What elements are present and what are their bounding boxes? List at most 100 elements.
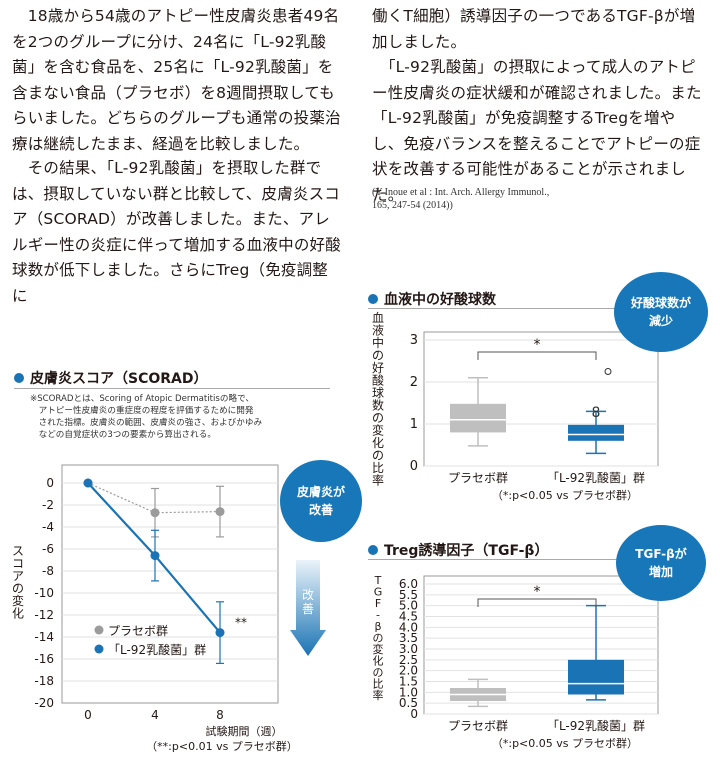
y-tick-label: 2 (410, 375, 418, 390)
bullet-icon (368, 545, 378, 555)
y-tick-label: 2.5 (399, 653, 418, 667)
box-label: 8 (592, 405, 601, 421)
eos-bubble-line2: 減少 (648, 314, 673, 328)
outlier-point (604, 368, 612, 375)
y-tick-label: 0.5 (399, 696, 418, 710)
reference: (Y Inoue et al : Int. Arch. Allergy Immu… (372, 186, 549, 212)
legend-marker (94, 625, 104, 635)
data-point (215, 507, 225, 517)
bullet-icon (14, 373, 24, 383)
y-tick-label: -12 (34, 608, 54, 622)
y-tick-label: 1.0 (399, 685, 418, 699)
x-tick-label: 4 (151, 708, 159, 722)
eos-rule (368, 308, 638, 309)
scorad-note-line: などの自覚症状の3つの要素から算出される。 (30, 430, 216, 440)
y-tick-label: -4 (42, 520, 54, 534)
eos-bubble-line1: 好酸球数が (630, 296, 691, 310)
tgf-bubble: TGF-βが 増加 (616, 525, 706, 601)
significance-bracket (477, 598, 597, 607)
improve-arrow-icon (290, 560, 326, 656)
eosinophil-chart: 0 1 2 3 血液中の好酸球数の変化の比率プラセボ群 8 「L-92乳酸菌」群 * （*:p<… (372, 311, 659, 502)
box (568, 659, 624, 695)
y-tick-label: 4.0 (399, 620, 418, 634)
eos-title: 血液中の好酸球数 (368, 289, 496, 309)
body-paragraph-1: 18歳から54歳のアトピー性皮膚炎患者49名を2つのグループに分け、24名に「L… (12, 7, 341, 153)
y-tick-label: 3.0 (399, 642, 418, 656)
legend-label: プラセボ群 (108, 624, 168, 638)
y-tick-label: 1 (410, 417, 418, 432)
y-tick-label: 0 (46, 476, 54, 490)
data-point (150, 508, 160, 518)
data-point (150, 551, 160, 561)
scorad-bubble-line2: 改善 (308, 503, 333, 517)
box (568, 424, 624, 441)
y-tick-label: -14 (34, 630, 54, 644)
tgf-rule (368, 559, 618, 560)
eos-bubble: 好酸球数が 減少 (614, 272, 708, 352)
x-tick-label: 「L-92乳酸菌」群 (547, 718, 645, 733)
tgf-title: Treg誘導因子（TGF-β） (368, 540, 548, 560)
data-point (83, 478, 93, 488)
y-tick-label: 0 (410, 459, 418, 474)
y-tick-label: 3 (410, 333, 418, 348)
x-tick-label: 0 (84, 708, 92, 722)
tgf-bubble-line2: 増加 (648, 565, 673, 579)
y-tick-label: -10 (34, 586, 54, 600)
scorad-title-text: 皮膚炎スコア（SCORAD） (30, 371, 208, 387)
scorad-bubble: 皮膚炎が 改善 (280, 460, 362, 542)
y-tick-label: 5.5 (399, 588, 418, 602)
x-tick-label: プラセボ群 (448, 719, 508, 733)
y-tick-label: -20 (34, 696, 54, 710)
y-tick-label: 5.0 (399, 599, 418, 613)
tgf-title-text: Treg誘導因子（TGF-β） (384, 543, 549, 559)
y-tick-label: -2 (42, 498, 54, 512)
scorad-note: ※SCORADとは、Scoring of Atopic Dermatitisの略… (30, 393, 262, 441)
scorad-note-line: された指標。皮膚炎の範囲、皮膚炎の強さ、およびかゆみ (30, 418, 263, 428)
y-tick-label: 6.0 (399, 577, 418, 591)
y-tick-label: -8 (42, 564, 54, 578)
scorad-footnote: （**:p<0.01 vs プラセボ群） (146, 739, 298, 753)
reference-line-2: 165, 247-54 (2014)) (372, 200, 453, 211)
eos-title-text: 血液中の好酸球数 (384, 292, 496, 308)
scorad-note-line: ※SCORADとは、Scoring of Atopic Dermatitisの略… (30, 394, 254, 404)
y-axis-label: スコアの変化 (12, 544, 24, 621)
significance-mark: * (534, 584, 541, 600)
body-paragraph-4: 「L-92乳酸菌」の摂取によって成人のアトピー性皮膚炎の症状緩和が確認されました… (372, 58, 702, 204)
x-tick-label: プラセボ群 (448, 471, 508, 485)
scorad-bubble-line1: 皮膚炎が (296, 485, 345, 499)
box-footnote: （*:p<0.05 vs プラセボ群） (492, 488, 638, 502)
y-tick-label: 4.5 (399, 610, 418, 624)
reference-line-1: (Y Inoue et al : Int. Arch. Allergy Immu… (372, 187, 550, 198)
legend-marker (94, 644, 104, 654)
tgf-chart: 00.51.01.52.02.53.03.54.04.55.05.56.0 T G F… (373, 574, 659, 750)
scorad-chart: 0 -2 -4 -6 -8 -10 -12 -14 -16 -18 -20 0 4 8 試験期間（週）（**… (12, 464, 298, 753)
x-axis-label: 試験期間（週） (206, 724, 283, 738)
improve-arrow-label: 改善 (301, 588, 314, 616)
y-tick-label: -16 (34, 652, 54, 666)
legend-label: 「L-92乳酸菌」群 (108, 642, 206, 657)
plot-frame (423, 331, 659, 467)
significance-bracket (477, 351, 597, 360)
y-axis-label: T G F -β の変化の比率 (373, 574, 384, 702)
body-paragraph-2: その結果、「L-92乳酸菌」を摂取した群では、摂取していない群と比較して、皮膚炎… (12, 159, 341, 305)
significance-mark: * (534, 337, 541, 353)
data-point (215, 628, 225, 638)
y-tick-label: 2.0 (399, 664, 418, 678)
x-tick-label: 「L-92乳酸菌」群 (547, 470, 645, 485)
scorad-note-line: アトピー性皮膚炎の重症度の程度を評価するために開発 (30, 406, 254, 416)
box (450, 403, 506, 433)
y-tick-label: 1.5 (399, 675, 418, 689)
y-tick-label: 0 (410, 707, 418, 721)
bullet-icon (368, 294, 378, 304)
scorad-rule (14, 388, 330, 389)
tgf-bubble-line1: TGF-βが (635, 547, 687, 561)
y-tick-label: -18 (34, 674, 54, 688)
x-tick-label: 8 (216, 708, 224, 722)
y-tick-label: 3.5 (399, 631, 418, 645)
box-footnote: （*:p<0.05 vs プラセボ群） (492, 736, 638, 750)
plot-frame (61, 464, 279, 704)
significance-mark: ** (235, 616, 247, 630)
y-axis-label: 血液中の好酸球数の変化の比率 (372, 311, 384, 488)
y-tick-label: -6 (42, 542, 54, 556)
body-paragraph-3: 働くT細胞）誘導因子の一つであるTGF-βが増加しました。 (372, 7, 696, 51)
